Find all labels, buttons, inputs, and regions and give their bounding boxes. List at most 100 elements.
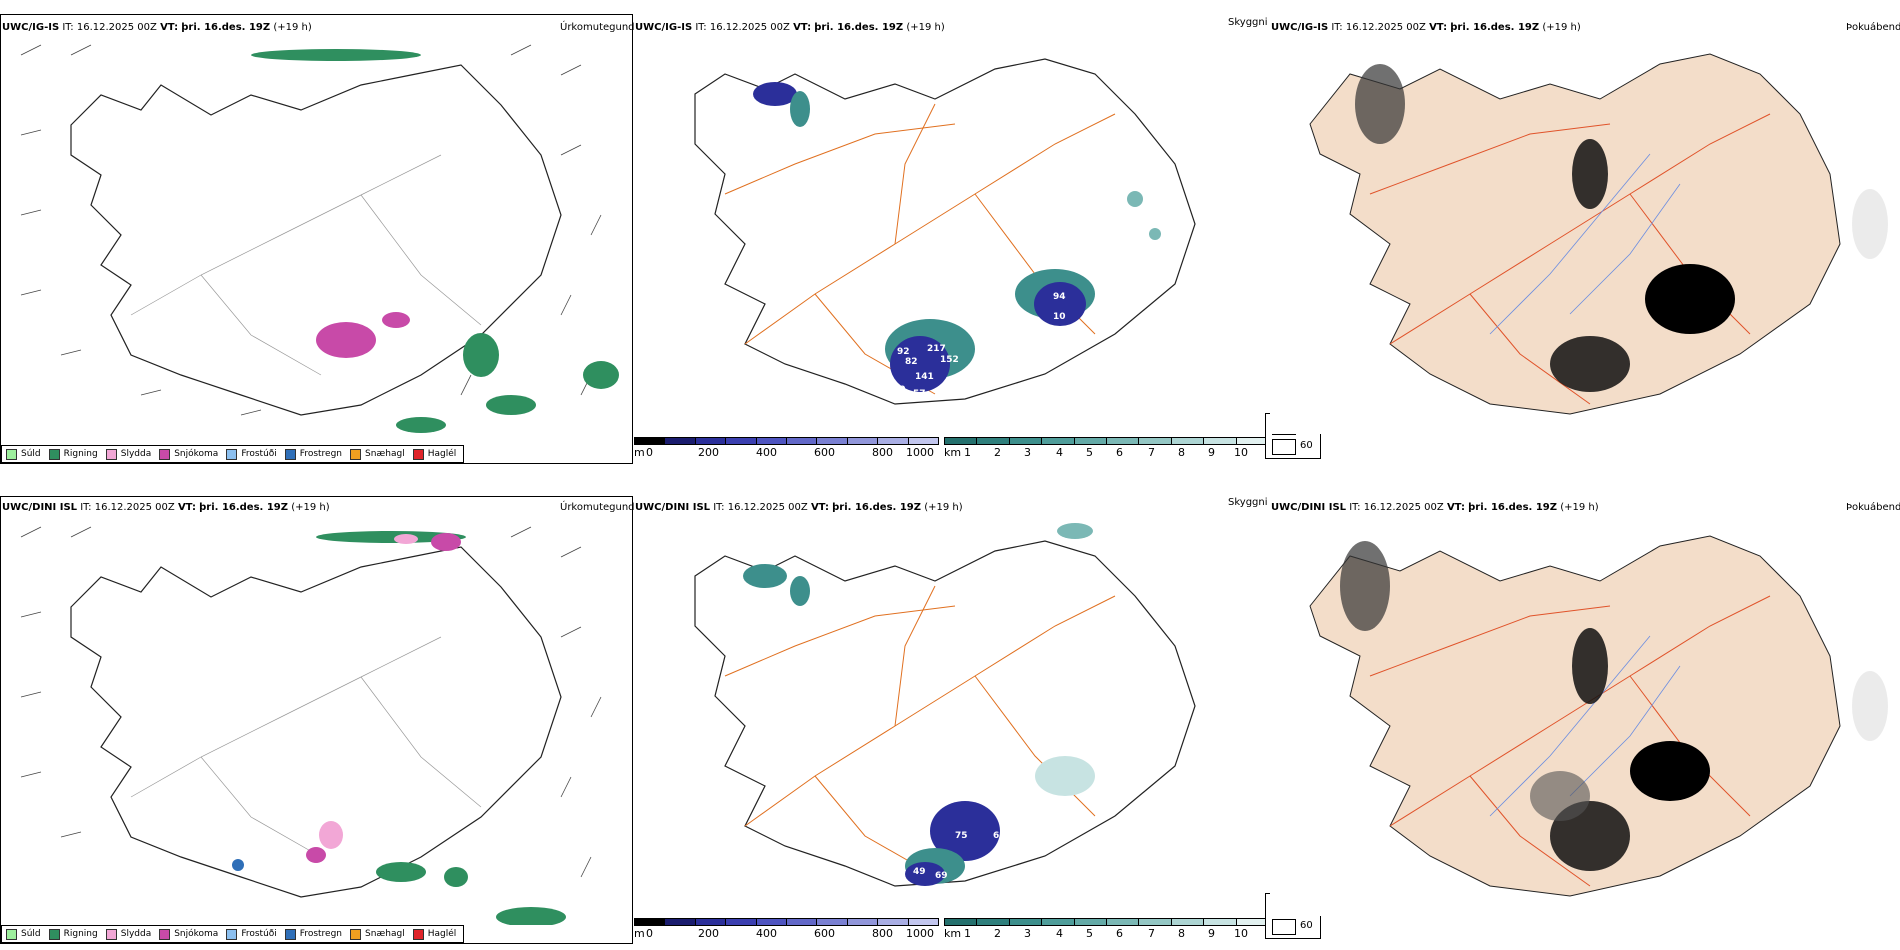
rivers <box>1489 635 1681 817</box>
precip-type-legend: Súld Rigning Slydda Snjókoma Frostúði Fr… <box>1 925 464 943</box>
snowdepth-panel-row1: 94 10 92 82 217 152 141 70 57 1 <box>635 14 1265 464</box>
legend-item: Snæhagl <box>350 448 405 460</box>
cloud-colorbar-row1: km 1 2 3 4 5 6 7 8 9 10 <box>944 437 1269 459</box>
cloud-tick: 9 <box>1208 927 1215 940</box>
cloud-tick: 8 <box>1178 446 1185 459</box>
fog-legend-white-value: 60 <box>1300 920 1313 931</box>
precip-map-row1 <box>20 44 619 433</box>
cloud-tick: 2 <box>994 927 1001 940</box>
depth-labels: 75 69 49 6 <box>913 831 999 881</box>
depth-label: 94 <box>1053 292 1066 302</box>
depth-label: 10 <box>1053 312 1066 322</box>
depth-label: 69 <box>935 871 948 881</box>
legend-swatch <box>284 448 296 460</box>
depth-tick: 800 <box>872 446 893 459</box>
depth-tick: 600 <box>814 446 835 459</box>
depth-tick: 0 <box>646 927 653 940</box>
depth-labels: 94 10 92 82 217 152 141 70 57 1 <box>893 292 1071 399</box>
row1-precip-header: UWC/IG-IS IT: 16.12.2025 00Z VT: þri. 16… <box>2 22 312 33</box>
cloud-unit: km <box>944 927 962 940</box>
legend-item: Frostregn <box>284 448 342 460</box>
legend-item: Súld <box>6 448 41 460</box>
roads <box>130 636 482 858</box>
roads <box>724 585 1116 877</box>
depth-label: 6 <box>993 831 999 841</box>
legend-swatch <box>226 448 238 460</box>
cloud-panel-row2 <box>1270 496 1900 916</box>
legend-item: Haglél <box>412 448 456 460</box>
legend-swatch <box>284 928 296 940</box>
legend-item: Snæhagl <box>350 928 405 940</box>
depth-tick: 800 <box>872 927 893 940</box>
wind-barbs <box>20 526 602 878</box>
legend-item: Frostregn <box>284 928 342 940</box>
depth-tick: 0 <box>646 446 653 459</box>
snowdepth-panel-row2: 75 69 49 6 <box>635 496 1265 946</box>
depth-tick: 400 <box>756 927 777 940</box>
legend-swatch <box>105 928 117 940</box>
legend-swatch <box>48 928 60 940</box>
legend-swatch <box>48 448 60 460</box>
cloud-unit: km <box>944 446 962 459</box>
cloud-tick: 3 <box>1024 927 1031 940</box>
cloud-title: Þokuábendi <box>1846 22 1900 33</box>
precip-panel-row2: Súld Rigning Slydda Snjókoma Frostúði Fr… <box>0 496 633 944</box>
depth-label: 92 <box>897 347 910 357</box>
precip-title: Úrkomutegund <box>560 22 635 33</box>
depth-label: 1 <box>1065 327 1071 337</box>
depth-colorbar-scale <box>634 918 939 926</box>
rivers <box>1489 153 1681 335</box>
fog-areas <box>1355 64 1888 392</box>
iceland-coastline <box>694 58 1196 405</box>
legend-swatch <box>6 928 17 940</box>
cloud-tick: 2 <box>994 446 1001 459</box>
depth-tick: 1000 <box>906 927 934 940</box>
wind-barbs <box>20 44 602 416</box>
precip-type-legend: Súld Rigning Slydda Snjókoma Frostúði Fr… <box>1 445 464 463</box>
cloud-tick: 1 <box>964 446 971 459</box>
depth-tick: 600 <box>814 927 835 940</box>
cloud-tick: 7 <box>1148 446 1155 459</box>
precip-title: Úrkomutegund <box>560 502 635 513</box>
legend-swatch <box>412 448 424 460</box>
depth-unit: m <box>634 446 645 459</box>
legend-swatch <box>412 928 424 940</box>
snowdepth-title: Skyggni <box>1228 17 1268 28</box>
roads <box>130 154 482 376</box>
cloud-panel-row1 <box>1270 14 1900 434</box>
depth-tick: 200 <box>698 927 719 940</box>
cloud-colorbar-scale <box>944 437 1269 445</box>
depth-label: 49 <box>913 867 926 877</box>
cloud-tick: 10 <box>1234 446 1248 459</box>
fog-areas <box>1340 541 1888 871</box>
row2-snowdepth-header: UWC/DINI ISL IT: 16.12.2025 00Z VT: þri.… <box>635 502 963 513</box>
legend-item: Slydda <box>105 928 151 940</box>
legend-swatch <box>159 928 171 940</box>
legend-item: Súld <box>6 928 41 940</box>
cloud-colorbar-row2: km 1 2 3 4 5 6 7 8 9 10 <box>944 918 1269 940</box>
cloud-tick: 3 <box>1024 446 1031 459</box>
cloud-tick: 4 <box>1056 927 1063 940</box>
cloud-tick: 1 <box>964 927 971 940</box>
depth-tick: 200 <box>698 446 719 459</box>
precip-panel-row1: Súld Rigning Slydda Snjókoma Frostúði Fr… <box>0 14 633 464</box>
precip-areas <box>232 531 566 925</box>
legend-swatch <box>226 928 238 940</box>
depth-label: 82 <box>905 357 918 367</box>
cloud-tick: 5 <box>1086 927 1093 940</box>
iceland-coastline <box>694 540 1196 887</box>
cloud-tick: 10 <box>1234 927 1248 940</box>
depth-label: 70 <box>893 385 906 395</box>
row1-snowdepth-header: UWC/IG-IS IT: 16.12.2025 00Z VT: þri. 16… <box>635 22 945 33</box>
fog-map-row2 <box>1309 535 1888 897</box>
snowdepth-title: Skyggni <box>1228 497 1268 508</box>
precip-map-row2 <box>20 526 602 925</box>
cloud-areas <box>743 523 1095 886</box>
legend-swatch <box>6 448 17 460</box>
cloud-tick: 9 <box>1208 446 1215 459</box>
cloud-tick: 7 <box>1148 927 1155 940</box>
fog-map-row1 <box>1309 53 1888 415</box>
cloud-areas <box>753 82 1161 392</box>
snowdepth-map-row1: 94 10 92 82 217 152 141 70 57 1 <box>694 58 1196 405</box>
fog-legend-white <box>1272 439 1296 455</box>
